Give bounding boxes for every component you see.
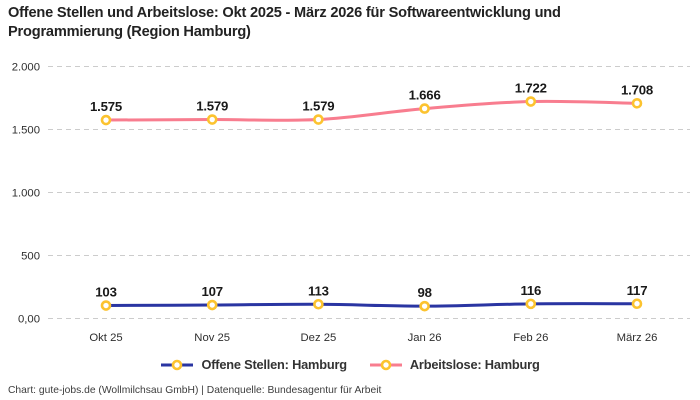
legend-marker-icon xyxy=(172,359,183,370)
data-point-marker[interactable] xyxy=(100,114,112,126)
data-point-label: 1.579 xyxy=(302,99,334,114)
data-point-marker[interactable] xyxy=(525,96,537,107)
series-line xyxy=(104,302,639,308)
chart-title-line1: Offene Stellen und Arbeitslose: Okt 2025… xyxy=(8,5,561,21)
x-axis-tick-label: Okt 25 xyxy=(89,332,122,344)
data-point-marker[interactable] xyxy=(313,298,324,310)
data-point-marker[interactable] xyxy=(419,300,430,312)
legend-marker-icon xyxy=(380,359,392,370)
legend-line-sample-blue xyxy=(161,359,194,370)
legend-label-arbeitslose: Arbeitslose: Hamburg xyxy=(409,357,540,372)
y-axis-tick-label: 500 xyxy=(21,251,40,263)
y-axis-tick-label: 0,00 xyxy=(18,314,40,326)
legend-item-arbeitslose[interactable]: Arbeitslose: Hamburg xyxy=(369,357,540,372)
x-axis-tick-label: Dez 25 xyxy=(301,332,337,344)
data-point-label: 107 xyxy=(201,284,222,299)
series-line xyxy=(104,99,639,122)
attribution-text: Chart: gute-jobs.de (Wollmilchsau GmbH) … xyxy=(8,385,382,396)
data-point-label: 1.722 xyxy=(515,81,547,96)
data-point-label: 1.708 xyxy=(621,82,653,97)
data-point-label: 98 xyxy=(417,285,431,300)
x-axis-tick-label: Nov 25 xyxy=(194,332,230,344)
data-point-label: 103 xyxy=(95,285,116,300)
x-axis-tick-label: März 26 xyxy=(617,332,658,344)
chart-legend: Offene Stellen: Hamburg Arbeitslose: Ham… xyxy=(0,357,700,372)
data-point-label: 1.579 xyxy=(196,99,228,114)
data-point-label: 1.666 xyxy=(409,88,441,103)
chart-title: Offene Stellen und Arbeitslose: Okt 2025… xyxy=(8,4,561,42)
data-point-label: 117 xyxy=(627,283,648,298)
legend-item-offene-stellen[interactable]: Offene Stellen: Hamburg xyxy=(160,357,347,372)
data-point-marker[interactable] xyxy=(631,97,643,109)
data-point-marker[interactable] xyxy=(631,298,643,310)
data-point-marker[interactable] xyxy=(100,300,112,311)
y-axis-tick-label: 1.500 xyxy=(12,125,40,137)
x-axis-tick-label: Feb 26 xyxy=(513,332,548,344)
legend-label-offene-stellen: Offene Stellen: Hamburg xyxy=(201,357,347,372)
data-point-marker[interactable] xyxy=(206,299,218,311)
x-axis-tick-label: Jan 26 xyxy=(408,332,442,344)
data-point-marker[interactable] xyxy=(419,103,430,114)
data-point-marker[interactable] xyxy=(206,114,218,125)
y-axis-tick-label: 1.000 xyxy=(12,188,40,200)
data-point-label: 1.575 xyxy=(90,99,122,114)
y-axis-tick-label: 2.000 xyxy=(12,62,40,74)
data-point-label: 116 xyxy=(520,283,541,298)
chart-title-line2: Programmierung (Region Hamburg) xyxy=(8,24,251,40)
data-point-marker[interactable] xyxy=(313,114,324,125)
legend-line-sample-pink xyxy=(369,359,402,370)
data-point-marker[interactable] xyxy=(525,298,537,310)
data-point-label: 113 xyxy=(308,283,329,298)
